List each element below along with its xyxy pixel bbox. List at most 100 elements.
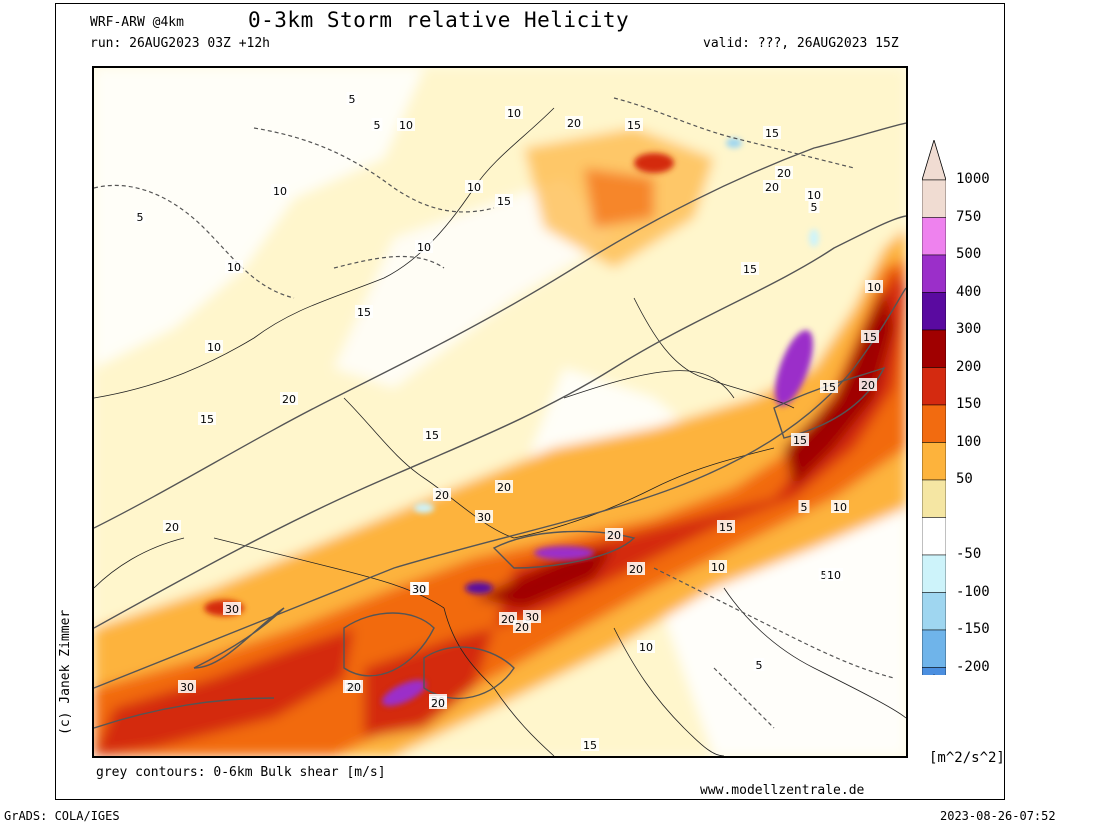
colorbar-swatch — [922, 254, 946, 293]
contour-label: 20 — [565, 116, 583, 130]
colorbar-tick-label: 100 — [956, 433, 982, 450]
svg-text:15: 15 — [425, 429, 439, 442]
svg-text:20: 20 — [431, 697, 445, 710]
contour-label: 15 — [355, 305, 373, 319]
contour-label: 10 — [831, 500, 849, 514]
contour-label: 20 — [775, 166, 793, 180]
svg-text:10: 10 — [807, 189, 821, 202]
grads-label: GrADS: COLA/IGES — [4, 809, 120, 823]
svg-text:5: 5 — [801, 501, 808, 514]
svg-text:20: 20 — [607, 529, 621, 542]
contour-label: 20 — [605, 528, 623, 542]
svg-text:10: 10 — [833, 501, 847, 514]
contour-label: 15 — [741, 262, 759, 276]
svg-text:10: 10 — [827, 569, 841, 582]
svg-text:20: 20 — [497, 481, 511, 494]
colorbar-swatch — [922, 179, 946, 218]
colorbar-tick-label: -100 — [956, 583, 990, 600]
svg-text:15: 15 — [743, 263, 757, 276]
run-label: run: 26AUG2023 03Z +12h — [90, 36, 271, 51]
svg-text:20: 20 — [777, 167, 791, 180]
contour-label: 15 — [423, 428, 441, 442]
colorbar — [922, 140, 946, 675]
contour-label: 10 — [709, 560, 727, 574]
shear-contours — [94, 122, 906, 729]
svg-text:10: 10 — [711, 561, 725, 574]
contour-label: 10 — [825, 568, 843, 582]
contour-label: 15 — [581, 738, 599, 752]
svg-text:5: 5 — [137, 211, 144, 224]
contour-label: 10 — [505, 106, 523, 120]
contour-label: 15 — [820, 380, 838, 394]
contour-label: 15 — [763, 126, 781, 140]
colorbar-tick-label: -50 — [956, 546, 982, 562]
helicity-map: 5 10 10 10 5 10 10 15 20 15 20 15 5 15 10 10 15 20 5 20 10 15… — [92, 66, 908, 758]
svg-text:30: 30 — [477, 511, 491, 524]
contour-label: 10 — [805, 188, 823, 202]
colorbar-swatch — [922, 217, 946, 256]
figure-frame — [55, 3, 1005, 800]
contour-label: 5 — [798, 500, 810, 514]
contour-label: 10 — [397, 118, 415, 132]
contour-label: 20 — [495, 480, 513, 494]
colorbar-tick-label: -150 — [956, 621, 990, 637]
colorbar-tick-label: 300 — [956, 321, 982, 337]
svg-text:15: 15 — [822, 381, 836, 394]
colorbar-swatch — [922, 479, 946, 518]
svg-text:20: 20 — [567, 117, 581, 130]
svg-text:15: 15 — [583, 739, 597, 752]
svg-text:5: 5 — [374, 119, 381, 132]
shear-contours-dashed — [94, 97, 895, 729]
svg-text:10: 10 — [867, 281, 881, 294]
svg-text:20: 20 — [347, 681, 361, 694]
contour-label: 5 — [134, 210, 146, 224]
contour-label: 15 — [717, 520, 735, 534]
contour-label: 10 — [465, 180, 483, 194]
svg-text:10: 10 — [207, 341, 221, 354]
contour-label: 5 — [346, 92, 358, 106]
svg-text:20: 20 — [515, 621, 529, 634]
svg-text:30: 30 — [180, 681, 194, 694]
contour-label: 20 — [627, 562, 645, 576]
svg-text:15: 15 — [200, 413, 214, 426]
contour-label: 15 — [791, 433, 809, 447]
contour-label: 5 — [818, 568, 830, 582]
contour-label: 10 — [865, 280, 883, 294]
svg-text:30: 30 — [225, 603, 239, 616]
contour-label: 20 — [433, 488, 451, 502]
svg-text:20: 20 — [282, 393, 296, 406]
svg-text:5: 5 — [349, 93, 356, 106]
colorbar-tick-label: 750 — [956, 208, 982, 225]
colorbar-swatch — [922, 517, 946, 556]
chart-title: 0-3km Storm relative Helicity — [248, 8, 630, 32]
svg-text:15: 15 — [627, 119, 641, 132]
contour-note: grey contours: 0-6km Bulk shear [m/s] — [96, 765, 386, 780]
svg-text:10: 10 — [227, 261, 241, 274]
contour-label: 15 — [861, 330, 879, 344]
colorbar-swatch — [922, 404, 946, 443]
colorbar-top-arrow — [922, 140, 946, 181]
svg-text:30: 30 — [412, 583, 426, 596]
contour-label: 5 — [808, 200, 820, 214]
colorbar-tick-label: 150 — [956, 396, 982, 412]
contour-label: 5 — [753, 658, 765, 672]
contour-label: 20 — [345, 680, 363, 694]
contour-label: 20 — [280, 392, 298, 406]
contour-label: 20 — [859, 378, 877, 392]
copyright-label: (c) Janek Zimmer — [58, 609, 73, 735]
svg-text:20: 20 — [435, 489, 449, 502]
contour-label: 10 — [415, 240, 433, 254]
colorbar-swatch — [922, 592, 946, 631]
contour-label: 30 — [475, 510, 493, 524]
colorbar-swatch — [922, 329, 946, 368]
colorbar-swatch — [922, 442, 946, 481]
svg-text:5: 5 — [811, 201, 818, 214]
svg-text:10: 10 — [417, 241, 431, 254]
contour-label: 10 — [205, 340, 223, 354]
svg-text:20: 20 — [765, 181, 779, 194]
units-label: [m^2/s^2] — [929, 750, 1005, 766]
colorbar-swatch — [922, 292, 946, 331]
website-label[interactable]: www.modellzentrale.de — [700, 783, 865, 798]
timestamp-label: 2023-08-26-07:52 — [940, 809, 1056, 823]
contour-label: 15 — [495, 194, 513, 208]
